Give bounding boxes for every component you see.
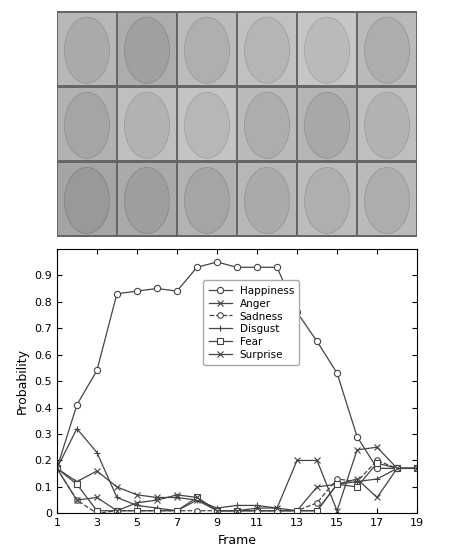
Legend: Happiness, Anger, Sadness, Disgust, Fear, Surprise: Happiness, Anger, Sadness, Disgust, Fear… (203, 281, 300, 365)
Bar (117, 161, 177, 237)
Bar (57, 11, 117, 86)
Bar (298, 88, 356, 160)
Ellipse shape (124, 167, 169, 234)
X-axis label: Frame: Frame (218, 534, 256, 547)
Bar (117, 11, 177, 86)
Bar (177, 86, 237, 161)
Bar (358, 88, 416, 160)
Bar (177, 161, 237, 237)
Bar (118, 88, 176, 160)
Bar (298, 13, 356, 85)
Bar (297, 161, 357, 237)
Bar (237, 86, 297, 161)
Bar (178, 88, 236, 160)
Ellipse shape (184, 92, 229, 158)
Bar (58, 163, 116, 235)
Ellipse shape (64, 167, 109, 234)
Bar (297, 11, 357, 86)
Bar (58, 13, 116, 85)
Bar (178, 13, 236, 85)
Ellipse shape (304, 92, 349, 158)
Ellipse shape (245, 92, 290, 158)
Ellipse shape (124, 17, 169, 83)
Ellipse shape (124, 92, 169, 158)
Bar (358, 163, 416, 235)
Ellipse shape (365, 92, 410, 158)
Bar (237, 11, 297, 86)
Bar (357, 11, 417, 86)
Bar (237, 161, 297, 237)
Bar (57, 161, 117, 237)
Y-axis label: Probability: Probability (16, 348, 29, 414)
Ellipse shape (245, 17, 290, 83)
Ellipse shape (304, 167, 349, 234)
Ellipse shape (184, 17, 229, 83)
Ellipse shape (365, 167, 410, 234)
Ellipse shape (245, 167, 290, 234)
Ellipse shape (64, 17, 109, 83)
Bar (358, 13, 416, 85)
Bar (118, 163, 176, 235)
Bar (58, 88, 116, 160)
Bar (238, 88, 296, 160)
Ellipse shape (304, 17, 349, 83)
Bar (178, 163, 236, 235)
Bar (297, 86, 357, 161)
Bar (238, 13, 296, 85)
Ellipse shape (64, 92, 109, 158)
Bar (118, 13, 176, 85)
Bar (357, 161, 417, 237)
Bar (57, 86, 117, 161)
Bar (298, 163, 356, 235)
Bar (117, 86, 177, 161)
Ellipse shape (184, 167, 229, 234)
Bar (357, 86, 417, 161)
Bar (238, 163, 296, 235)
Bar (177, 11, 237, 86)
Ellipse shape (365, 17, 410, 83)
